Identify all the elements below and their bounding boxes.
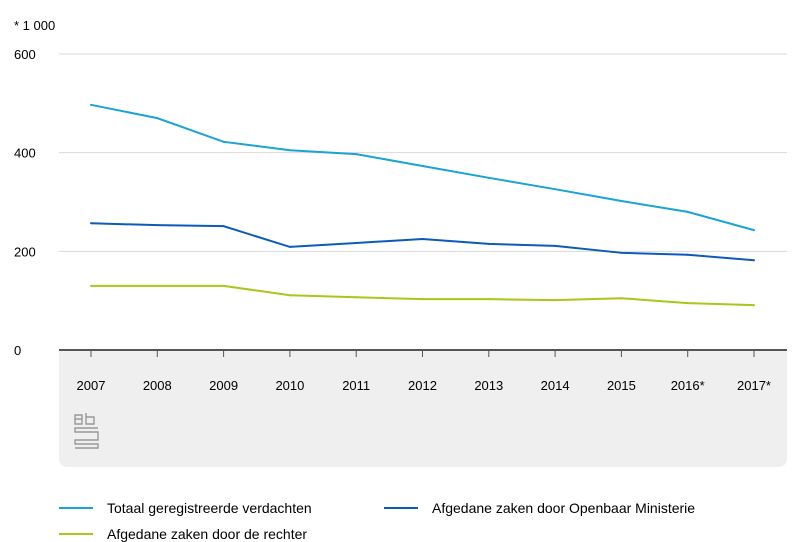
legend-item-totaal: Totaal geregistreerde verdachten [59,500,312,516]
y-tick-label: 200 [14,244,36,259]
data-point [487,298,490,301]
data-point [156,117,159,120]
data-point [222,284,225,287]
series-1 [90,222,755,262]
x-tick-label: 2007 [77,378,106,393]
unit-label: * 1 000 [14,18,55,33]
x-tick-label: 2014 [541,378,570,393]
y-tick-label: 600 [14,47,36,62]
data-point [620,251,623,254]
data-point [421,238,424,240]
legend-label: Afgedane zaken door de rechter [107,526,308,542]
legend-item-rechter: Afgedane zaken door de rechter [59,526,307,542]
data-point [620,297,623,300]
x-tick-label: 2010 [275,378,304,393]
series-2 [90,284,755,307]
legend-swatch [59,533,93,535]
legend-swatch [59,507,93,509]
data-point [288,245,291,248]
data-point [222,140,225,143]
series-line [90,222,755,262]
data-point [686,302,689,305]
data-point [686,253,689,256]
legend-item-om: Afgedane zaken door Openbaar Ministerie [384,500,695,516]
x-axis-band [59,350,787,467]
x-tick-label: 2013 [474,378,503,393]
x-tick-label: 2009 [209,378,238,393]
x-tick-label: 2011 [342,378,370,393]
series-0 [90,103,755,232]
data-point [487,176,490,179]
data-point [753,259,755,262]
data-point [620,200,623,203]
data-point [355,241,358,244]
data-point [355,296,358,299]
cbs-logo-icon [74,413,99,449]
data-point [90,222,92,225]
data-point [156,224,159,227]
data-point [554,244,557,247]
legend-label: Totaal geregistreerde verdachten [107,500,312,516]
data-point [753,229,755,232]
x-tick-label: 2012 [408,378,437,393]
x-tick-label: 2015 [607,378,636,393]
legend-label: Afgedane zaken door Openbaar Ministerie [432,500,696,516]
legend-swatch [384,507,418,509]
series-line [91,284,755,307]
data-point [288,294,291,297]
data-point [753,304,755,307]
x-tick-label: 2008 [143,378,172,393]
y-tick-label: 0 [14,343,21,358]
data-point [487,242,490,245]
series-line [90,103,755,232]
data-point [222,225,225,228]
data-point [686,210,689,213]
data-point [156,284,159,287]
data-point [421,298,424,301]
x-tick-label: 2017* [737,378,771,393]
data-point [554,299,557,302]
x-tick-label: 2016* [671,378,705,393]
data-point [90,103,92,106]
y-tick-label: 400 [14,146,36,161]
data-point [288,149,291,152]
data-point [421,164,424,167]
data-point [90,284,92,287]
data-point [355,153,358,156]
data-point [554,188,557,191]
